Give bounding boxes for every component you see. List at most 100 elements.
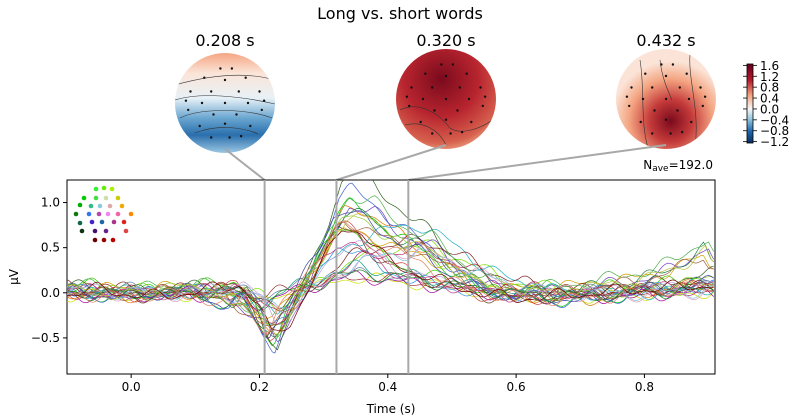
sensor-dot (639, 120, 642, 124)
sensor-dot (230, 67, 234, 70)
inset-sensor-dot (103, 228, 109, 234)
sensor-dot (664, 118, 668, 121)
sensor-dot (664, 74, 668, 78)
colorbar-bar (746, 63, 754, 144)
erp-trace-line (67, 240, 714, 326)
erp-trace-line (67, 213, 714, 335)
inset-sensor-dot (103, 195, 109, 201)
inset-sensor-dot (109, 186, 115, 192)
sensor-dot (444, 97, 448, 101)
inset-sensor-dot (121, 219, 127, 225)
sensor-dot (651, 86, 654, 89)
erp-trace-line (67, 215, 714, 326)
sensor-dot (239, 134, 243, 138)
topomap-connectors (224, 144, 667, 181)
erp-trace-line (67, 182, 714, 354)
sensor-dot (223, 122, 227, 125)
sensor-dot (184, 99, 188, 102)
topomap-time-label: 0.432 s (636, 31, 695, 50)
sensor-dot (651, 132, 654, 135)
colorbar-tick-label: 1.2 (760, 70, 779, 84)
sensor-dot (653, 109, 656, 112)
sensor-dot (685, 72, 688, 75)
connector-line (408, 144, 667, 181)
inset-sensor-dot (89, 219, 95, 225)
sensor-dot (483, 95, 487, 98)
sensor-dot (187, 108, 190, 112)
sensor-dot (664, 97, 668, 101)
sensor-dot (198, 124, 201, 128)
sensor-dot (260, 108, 263, 112)
inset-sensor-dot (97, 203, 103, 209)
nave-annotation: Nave=192.0 (643, 158, 713, 174)
y-tick-label: 0.5 (41, 241, 60, 255)
inset-sensor-dot (88, 203, 94, 209)
plot-frame (66, 179, 716, 375)
inset-sensor-dot (92, 237, 98, 243)
erp-trace-line (67, 205, 714, 336)
x-tick-label: 0.8 (635, 380, 654, 394)
colorbar-tick-label: −0.8 (760, 124, 789, 138)
sensor-dot (262, 99, 266, 102)
colorbar: 1.61.20.80.40.0−0.4−0.8−1.2 (743, 59, 789, 149)
sensor-dot (703, 95, 707, 98)
sensor-dot (223, 101, 227, 105)
erp-trace-line (67, 195, 715, 338)
inset-sensor-dot (93, 186, 99, 192)
sensor-dot (687, 97, 691, 101)
inset-sensor-dot (77, 202, 83, 208)
sensor-dot (212, 113, 215, 116)
x-axis-label: Time (s) (366, 402, 416, 416)
sensor-dot (258, 90, 261, 93)
sensor-dot (671, 63, 675, 66)
erp-trace-line (67, 229, 714, 326)
sensor-dot (200, 101, 204, 105)
inset-sensor-dot (110, 237, 116, 243)
sensor-dot (625, 95, 629, 98)
sensor-dot (433, 109, 436, 112)
y-tick-label: −0.5 (31, 331, 60, 345)
sensor-dot (189, 90, 192, 93)
sensor-dot (669, 132, 672, 135)
sensor-dot (440, 63, 443, 66)
topomap-sensors (625, 63, 707, 135)
inset-sensor-dot (96, 211, 102, 217)
topomap-sensors (184, 67, 266, 139)
x-tick-label: 0.0 (122, 380, 141, 394)
sensor-dot (680, 130, 684, 134)
sensor-dot (421, 97, 425, 101)
sensor-layout-inset (73, 185, 134, 243)
sensor-dot (249, 124, 252, 128)
sensor-dot (210, 136, 213, 139)
sensor-dot (479, 86, 482, 89)
sensor-dot (699, 86, 702, 89)
connector-line (224, 148, 266, 181)
inset-sensor-dot (73, 211, 79, 217)
inset-sensor-dot (81, 195, 87, 201)
sensor-dot (451, 63, 455, 66)
sensor-dot (467, 97, 471, 101)
chart-title: Long vs. short words (317, 4, 483, 23)
inset-sensor-dot (128, 211, 134, 217)
sensor-dot (244, 76, 247, 79)
colorbar-tick-label: 0.8 (760, 81, 779, 95)
colorbar-tick-label: −0.4 (760, 113, 789, 127)
colorbar-tick-label: 0.0 (760, 102, 779, 116)
inset-sensor-dot (101, 185, 107, 191)
erp-trace-line (67, 197, 714, 347)
erp-trace-line (67, 247, 714, 326)
y-tick-label: 0.0 (41, 286, 60, 300)
sensor-dot (444, 74, 448, 78)
inset-sensor-dot (101, 237, 107, 243)
sensor-dot (481, 104, 484, 108)
y-axis-label: µV (7, 268, 21, 285)
inset-sensor-dot (92, 228, 98, 234)
inset-sensor-dot (86, 211, 92, 217)
topomap-0320: 0.320 s (396, 31, 496, 149)
sensor-dot (431, 132, 434, 135)
connector-line (336, 144, 447, 181)
topomap-time-label: 0.208 s (195, 31, 254, 50)
x-tick-label: 0.2 (250, 380, 269, 394)
sensor-dot (628, 104, 631, 108)
